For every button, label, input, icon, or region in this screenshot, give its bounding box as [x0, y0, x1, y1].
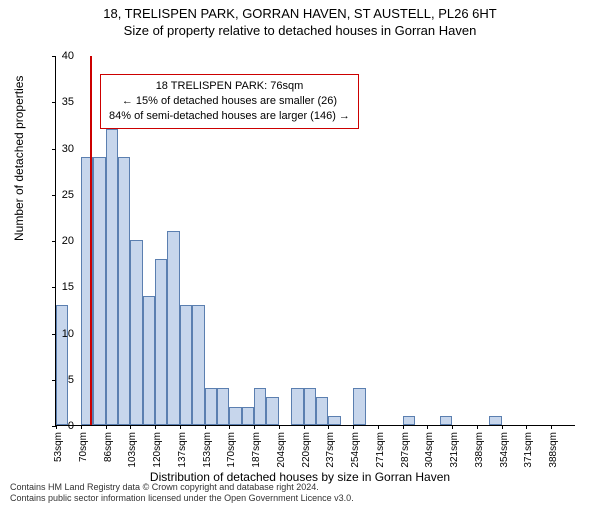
x-tick-label: 271sqm [375, 432, 386, 468]
x-tick-mark [452, 425, 453, 429]
y-tick-mark [52, 195, 56, 196]
y-tick-label: 0 [68, 420, 74, 432]
chart-subtitle: Size of property relative to detached ho… [0, 23, 600, 38]
histogram-bar [192, 305, 204, 425]
x-tick-label: 371sqm [523, 432, 534, 468]
histogram-bar [217, 388, 229, 425]
x-tick-label: 304sqm [424, 432, 435, 468]
x-tick-mark [304, 425, 305, 429]
histogram-bar [155, 259, 167, 426]
info-box-line: 84% of semi-detached houses are larger (… [109, 109, 350, 124]
x-tick-label: 137sqm [177, 432, 188, 468]
histogram-bar [440, 416, 452, 425]
histogram-bar [56, 305, 68, 425]
histogram-bar [130, 240, 142, 425]
footer-attribution: Contains HM Land Registry data © Crown c… [10, 482, 354, 505]
x-tick-mark [180, 425, 181, 429]
histogram-bar [403, 416, 415, 425]
x-tick-label: 120sqm [152, 432, 163, 468]
y-tick-label: 15 [62, 281, 74, 293]
x-tick-mark [130, 425, 131, 429]
y-tick-label: 30 [62, 143, 74, 155]
histogram-bar [489, 416, 501, 425]
x-tick-mark [502, 425, 503, 429]
x-tick-mark [81, 425, 82, 429]
x-tick-mark [205, 425, 206, 429]
x-tick-mark [279, 425, 280, 429]
footer-line: Contains HM Land Registry data © Crown c… [10, 482, 354, 493]
histogram-bar [229, 407, 241, 426]
histogram-bar [316, 397, 328, 425]
x-tick-label: 354sqm [499, 432, 510, 468]
histogram-bar [93, 157, 105, 425]
x-tick-mark [229, 425, 230, 429]
x-tick-label: 254sqm [350, 432, 361, 468]
info-box-line: 18 TRELISPEN PARK: 76sqm [109, 79, 350, 94]
x-tick-label: 287sqm [400, 432, 411, 468]
x-tick-mark [551, 425, 552, 429]
property-info-box: 18 TRELISPEN PARK: 76sqm← 15% of detache… [100, 74, 359, 129]
x-tick-label: 338sqm [474, 432, 485, 468]
x-tick-label: 204sqm [276, 432, 287, 468]
chart-title: 18, TRELISPEN PARK, GORRAN HAVEN, ST AUS… [0, 6, 600, 21]
x-tick-label: 103sqm [127, 432, 138, 468]
x-tick-label: 153sqm [202, 432, 213, 468]
info-box-line: ← 15% of detached houses are smaller (26… [109, 94, 350, 109]
histogram-bar [143, 296, 155, 426]
property-marker-line [90, 56, 92, 425]
x-tick-label: 321sqm [449, 432, 460, 468]
histogram-bar [353, 388, 365, 425]
histogram-bar [304, 388, 316, 425]
histogram-bar [118, 157, 130, 425]
y-tick-mark [52, 102, 56, 103]
histogram-bar [180, 305, 192, 425]
x-tick-mark [106, 425, 107, 429]
x-tick-mark [403, 425, 404, 429]
x-tick-mark [254, 425, 255, 429]
x-tick-label: 70sqm [78, 432, 89, 462]
x-tick-label: 388sqm [548, 432, 559, 468]
x-tick-mark [56, 425, 57, 429]
y-tick-label: 25 [62, 189, 74, 201]
x-tick-label: 86sqm [103, 432, 114, 462]
histogram-bar [205, 388, 217, 425]
x-tick-mark [328, 425, 329, 429]
y-tick-mark [52, 241, 56, 242]
x-tick-label: 170sqm [226, 432, 237, 468]
y-tick-label: 40 [62, 50, 74, 62]
y-tick-mark [52, 287, 56, 288]
y-tick-label: 10 [62, 328, 74, 340]
x-tick-mark [477, 425, 478, 429]
x-tick-label: 187sqm [251, 432, 262, 468]
histogram-bar [254, 388, 266, 425]
y-tick-mark [52, 149, 56, 150]
y-tick-label: 20 [62, 235, 74, 247]
footer-line: Contains public sector information licen… [10, 493, 354, 504]
y-tick-label: 35 [62, 96, 74, 108]
x-tick-label: 237sqm [325, 432, 336, 468]
histogram-bar [167, 231, 179, 425]
x-tick-mark [378, 425, 379, 429]
histogram-bar [291, 388, 303, 425]
plot-region: 53sqm70sqm86sqm103sqm120sqm137sqm153sqm1… [55, 56, 575, 426]
histogram-bar [328, 416, 340, 425]
x-tick-mark [526, 425, 527, 429]
histogram-bar [266, 397, 278, 425]
y-axis-label: Number of detached properties [12, 76, 26, 241]
y-tick-label: 5 [68, 374, 74, 386]
histogram-bar [242, 407, 254, 426]
chart-area: 53sqm70sqm86sqm103sqm120sqm137sqm153sqm1… [55, 56, 575, 426]
x-tick-mark [427, 425, 428, 429]
x-tick-label: 220sqm [301, 432, 312, 468]
histogram-bar [106, 129, 118, 425]
x-tick-mark [353, 425, 354, 429]
x-tick-mark [155, 425, 156, 429]
x-tick-label: 53sqm [53, 432, 64, 462]
y-tick-mark [52, 56, 56, 57]
